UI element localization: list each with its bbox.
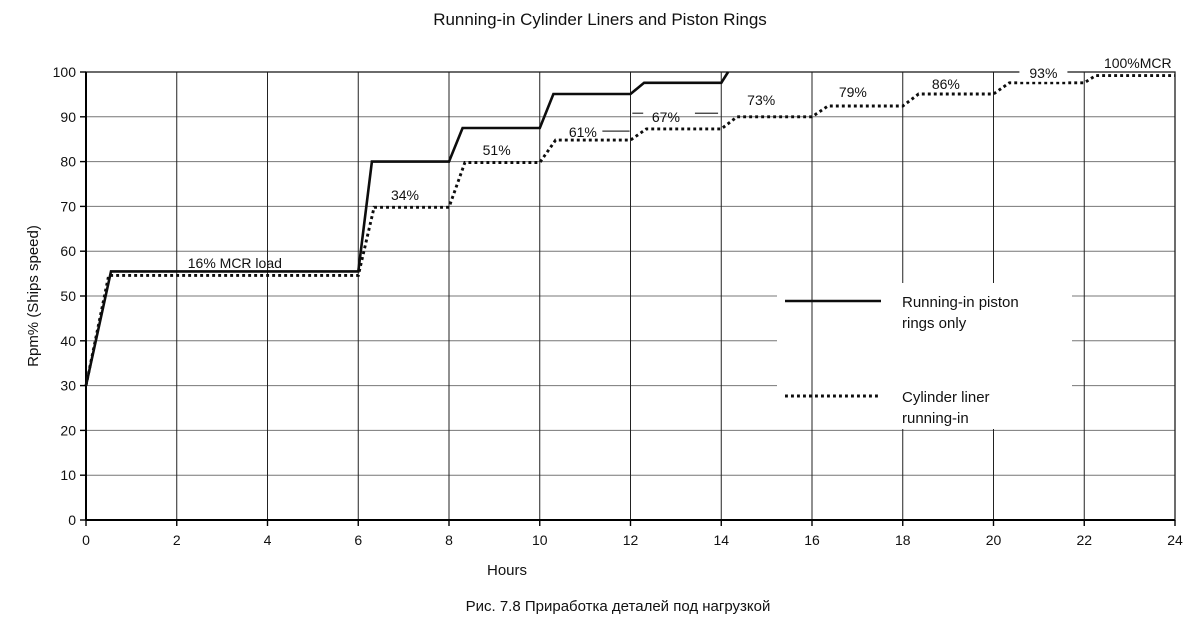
y-tick-label-20: 20 <box>60 422 76 438</box>
annotations: 16% MCR load 34% 51% 61% 67% 73% 79% 86% 93% 100%… <box>188 55 1172 271</box>
x-tick-label-4: 4 <box>264 532 272 548</box>
annotation-label-0: 16% MCR load <box>188 255 282 271</box>
y-tick-label-70: 70 <box>60 198 76 214</box>
x-tick-label-22: 22 <box>1076 532 1092 548</box>
y-tick-label-40: 40 <box>60 333 76 349</box>
annotation-label-6: 79% <box>839 84 867 100</box>
legend-background <box>777 283 1072 429</box>
annotation-mask-8 <box>1019 63 1068 82</box>
legend-label-piston-rings-line1: Running-in piston <box>902 294 1019 311</box>
y-tick-label-90: 90 <box>60 109 76 125</box>
annotation-label-5: 73% <box>747 92 775 108</box>
legend-label-cylinder-liner-line2: running-in <box>902 410 969 427</box>
annotation-label-9: 100%MCR <box>1104 55 1172 71</box>
x-tick-label-2: 2 <box>173 532 181 548</box>
x-tick-label-14: 14 <box>713 532 729 548</box>
x-tick-label-6: 6 <box>354 532 362 548</box>
annotation-label-1: 34% <box>391 187 419 203</box>
x-tick-label-20: 20 <box>986 532 1002 548</box>
legend: Running-in piston rings only Cylinder li… <box>777 283 1072 429</box>
figure-caption: Рис. 7.8 Приработка деталей под нагрузко… <box>466 598 771 615</box>
y-tick-label-10: 10 <box>60 467 76 483</box>
annotation-label-3: 61% <box>569 124 597 140</box>
curves <box>84 71 1175 386</box>
chart-title: Running-in Cylinder Liners and Piston Ri… <box>433 10 767 29</box>
y-tick-label-50: 50 <box>60 288 76 304</box>
x-tick-label-10: 10 <box>532 532 548 548</box>
x-tick-label-8: 8 <box>445 532 453 548</box>
y-tick-label-60: 60 <box>60 243 76 259</box>
x-tick-label-0: 0 <box>82 532 90 548</box>
axes: 0 2 4 6 8 10 12 14 16 18 20 22 240102030405060708090… <box>53 64 1183 548</box>
x-tick-label-24: 24 <box>1167 532 1183 548</box>
curve-solid <box>84 71 730 386</box>
x-tick-label-16: 16 <box>804 532 820 548</box>
annotation-label-7: 86% <box>932 76 960 92</box>
x-axis-title: Hours <box>487 562 527 579</box>
annotation-label-8: 93% <box>1029 65 1057 81</box>
annotation-label-4: 67% <box>652 109 680 125</box>
y-axis-title: Rpm% (Ships speed) <box>25 225 42 367</box>
legend-label-cylinder-liner-line1: Cylinder liner <box>902 389 990 406</box>
legend-label-piston-rings-line2: rings only <box>902 315 967 332</box>
y-tick-label-30: 30 <box>60 378 76 394</box>
annotation-label-2: 51% <box>483 142 511 158</box>
x-tick-label-12: 12 <box>623 532 639 548</box>
y-tick-label-100: 100 <box>53 64 77 80</box>
y-tick-label-0: 0 <box>68 512 76 528</box>
x-tick-label-18: 18 <box>895 532 911 548</box>
y-tick-label-80: 80 <box>60 154 76 170</box>
curve-dotted <box>84 74 1175 386</box>
